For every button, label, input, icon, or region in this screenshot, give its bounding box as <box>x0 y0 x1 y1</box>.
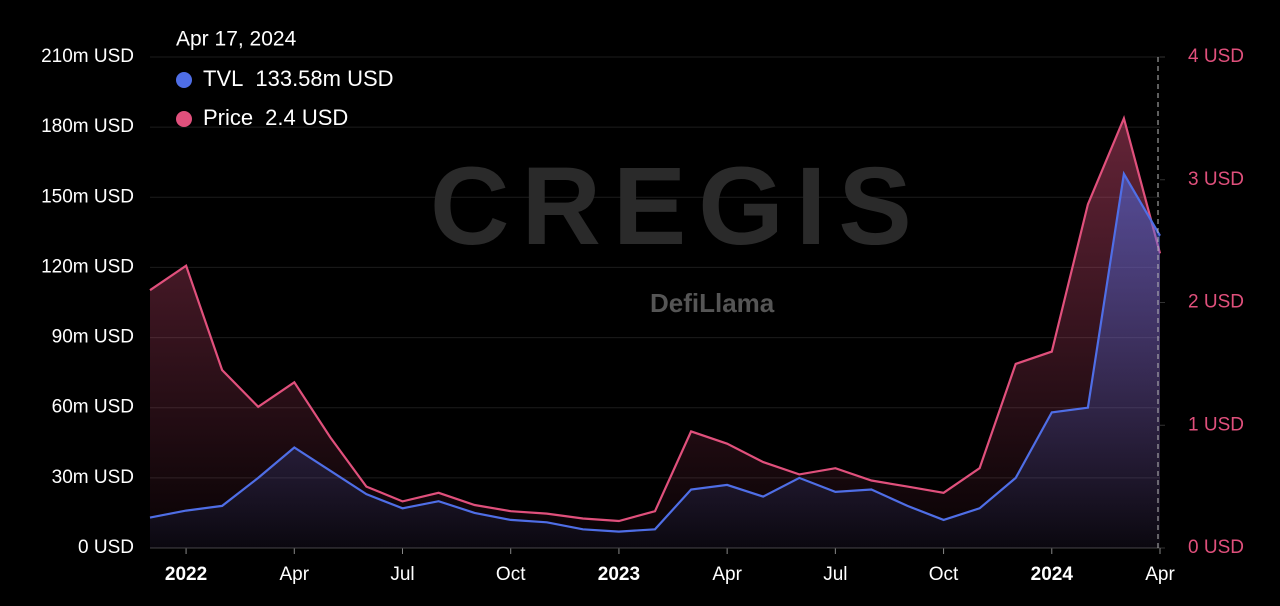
y2-tick-label: 2 USD <box>1188 292 1244 313</box>
tooltip-value: 2.4 USD <box>265 105 348 130</box>
series-name: Price <box>203 105 253 130</box>
tooltip-date: Apr 17, 2024 <box>176 28 297 51</box>
y-tick-label: 150m USD <box>41 186 134 207</box>
watermark: DefiLlama <box>650 288 775 318</box>
y2-tick-label: 4 USD <box>1188 46 1244 67</box>
y-tick-label: 90m USD <box>52 327 134 348</box>
line <box>149 115 1162 523</box>
x-tick-label: Jul <box>390 564 414 585</box>
y2-tick-label: 1 USD <box>1188 414 1244 435</box>
x-tick-label: Apr <box>712 564 742 585</box>
x-tick-label: 2023 <box>598 564 640 585</box>
y-tick-label: 30m USD <box>52 467 134 488</box>
x-tick-label: 2024 <box>1031 564 1074 585</box>
legend-marker <box>176 72 192 88</box>
tooltip-value: 133.58m USD <box>255 66 393 91</box>
x-tick-label: 2022 <box>165 564 207 585</box>
y-tick-label: 120m USD <box>41 256 134 277</box>
series-name: TVL <box>203 66 243 91</box>
x-tick-label: Apr <box>1145 564 1175 585</box>
line <box>149 170 1161 533</box>
y-tick-label: 60m USD <box>52 397 134 418</box>
legend-marker <box>176 111 192 127</box>
y-tick-label: 180m USD <box>41 116 134 137</box>
x-tick-label: Oct <box>929 564 959 585</box>
x-tick-label: Oct <box>496 564 526 585</box>
y-tick-label: 0 USD <box>78 537 134 558</box>
watermark: CREGIS <box>430 145 924 268</box>
x-tick-label: Jul <box>823 564 847 585</box>
y2-tick-label: 0 USD <box>1188 537 1244 558</box>
legend-label: Price 2.4 USD <box>203 105 348 130</box>
legend-label: TVL 133.58m USD <box>203 66 394 91</box>
y2-tick-label: 3 USD <box>1188 169 1244 190</box>
area-fill <box>150 173 1160 548</box>
y-tick-label: 210m USD <box>41 46 134 67</box>
plot-area: 0 USD 30m USD 60m USD 90m USD 120m USD 150m U… <box>41 46 1244 585</box>
x-tick-label: Apr <box>279 564 309 585</box>
